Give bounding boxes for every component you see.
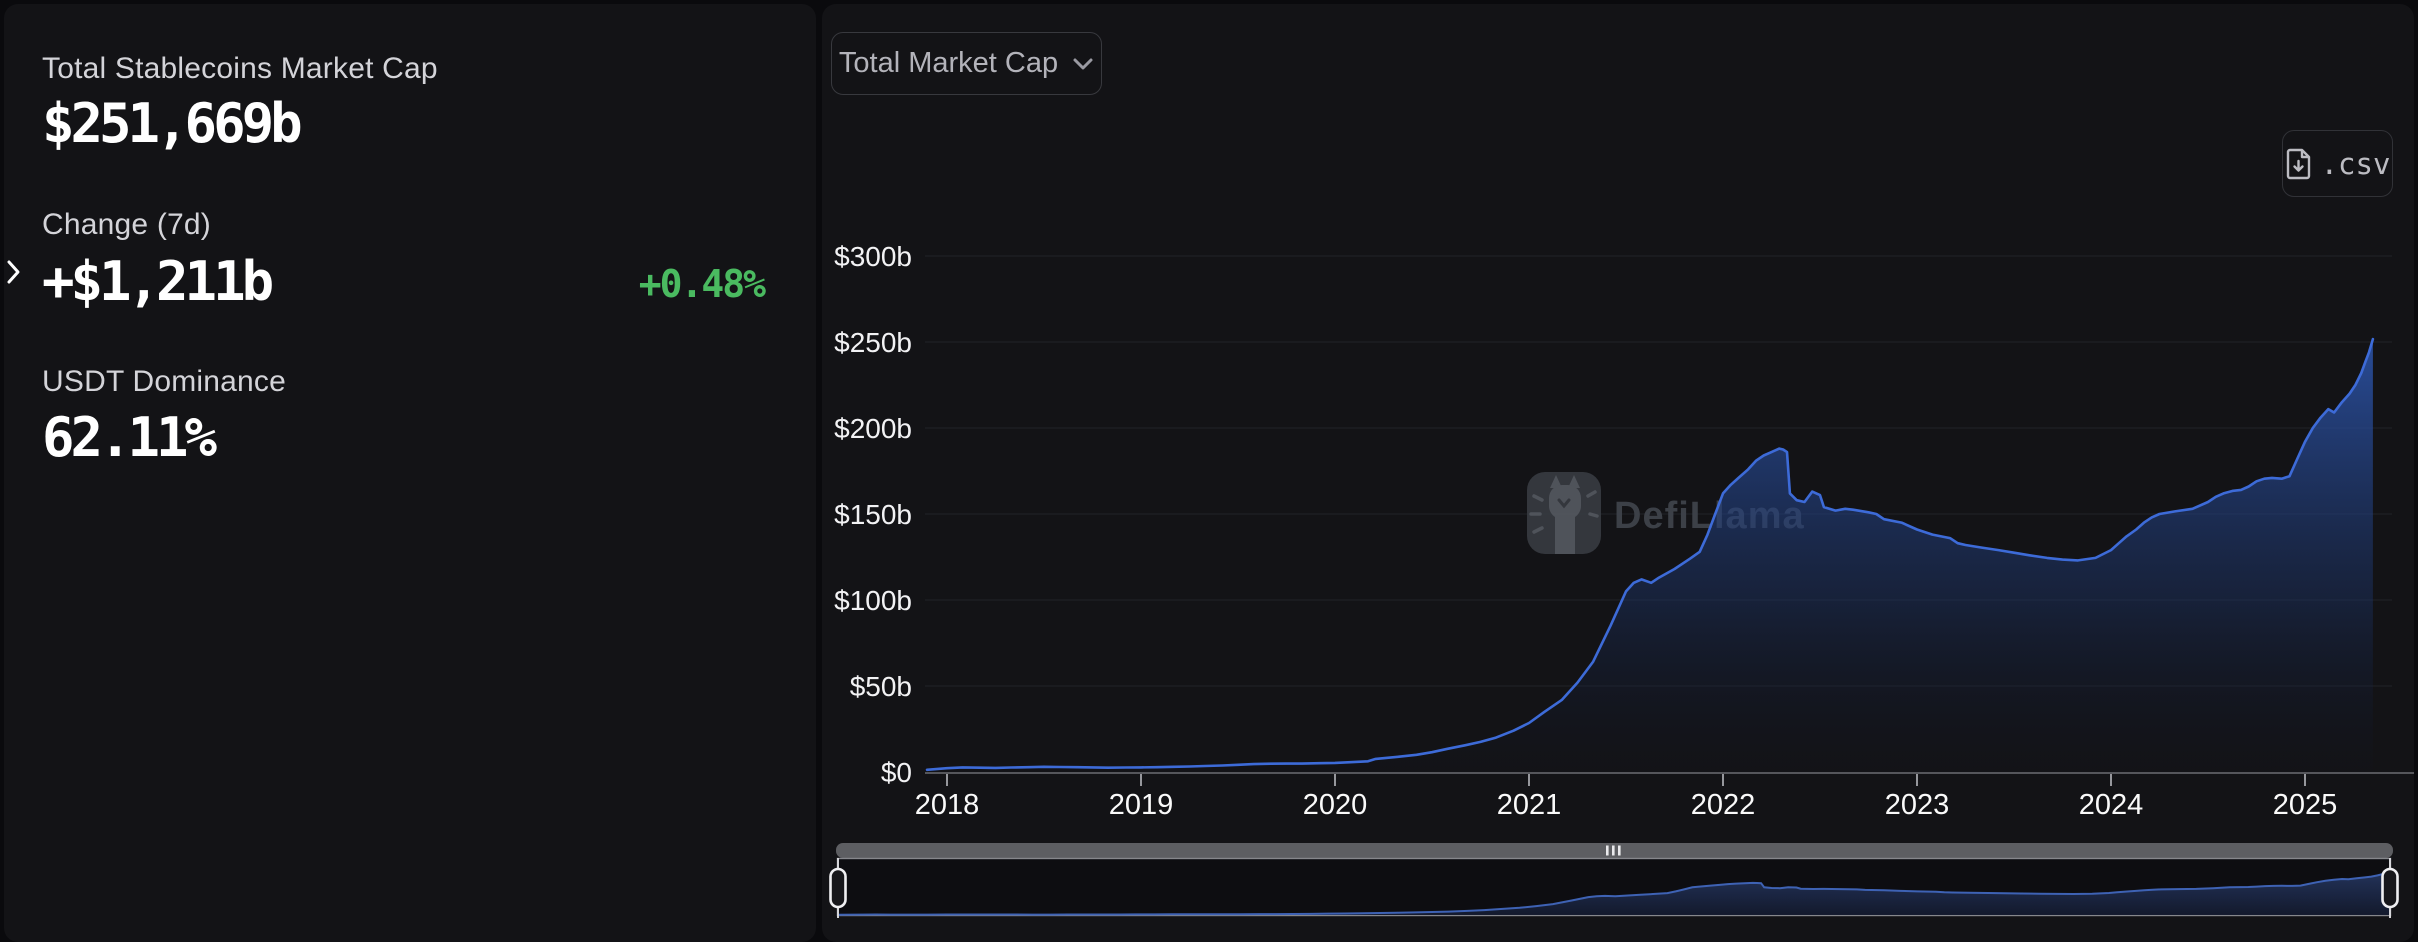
market-cap-value: $251,669b <box>42 92 303 155</box>
change-7d-percent: +0.48% <box>638 262 766 306</box>
x-axis-tick-label: 2018 <box>915 789 980 821</box>
market-cap-label: Total Stablecoins Market Cap <box>42 52 438 85</box>
download-csv-button[interactable]: .csv <box>2282 130 2393 197</box>
y-axis-tick-label: $200b <box>834 413 912 444</box>
market-cap-chart[interactable]: DefiLlama $0$50b$100b$150b$200b$250b$300… <box>822 4 2414 942</box>
brush-left-handle[interactable] <box>829 858 847 918</box>
brush-minimap-series <box>837 871 2391 916</box>
defillama-logo-icon <box>1527 472 1601 554</box>
y-axis-tick-label: $300b <box>834 241 912 272</box>
chevron-down-icon <box>1072 57 1094 71</box>
expand-sidebar-chevron-icon[interactable] <box>6 258 22 286</box>
y-axis-tick-label: $0 <box>881 757 912 788</box>
x-axis-tick-label: 2024 <box>2079 789 2144 821</box>
csv-button-label: .csv <box>2320 146 2391 181</box>
brush-right-handle[interactable] <box>2381 858 2399 918</box>
brush-grip-icon[interactable] <box>1606 845 1621 856</box>
brush-minimap-area <box>838 872 2390 915</box>
metric-dropdown-label: Total Market Cap <box>838 47 1059 79</box>
market-cap-line <box>925 337 2375 772</box>
file-download-icon <box>2285 148 2313 180</box>
datazoom-brush[interactable] <box>829 843 2399 918</box>
y-axis-tick-label: $250b <box>834 327 912 358</box>
x-axis-tick-label: 2025 <box>2273 789 2338 821</box>
metric-dropdown[interactable]: Total Market Cap <box>831 32 1102 95</box>
market-cap-series[interactable] <box>925 337 2375 772</box>
chart-panel: Total Market Cap .csv <box>822 4 2414 942</box>
change-7d-label: Change (7d) <box>42 208 211 241</box>
y-axis-tick-label: $50b <box>850 671 912 702</box>
brush-minimap-line <box>837 871 2391 916</box>
market-cap-area[interactable] <box>927 339 2373 772</box>
y-axis-tick-label: $100b <box>834 585 912 616</box>
x-axis-tick-label: 2021 <box>1497 789 1562 821</box>
x-axis-tick-label: 2023 <box>1885 789 1950 821</box>
stats-panel: Total Stablecoins Market Cap $251,669b C… <box>4 4 816 942</box>
change-7d-value: +$1,211b <box>42 250 274 313</box>
x-axis-tick-label: 2020 <box>1303 789 1368 821</box>
x-axis-tick-label: 2022 <box>1691 789 1756 821</box>
x-axis-tick-label: 2019 <box>1109 789 1174 821</box>
usdt-dominance-label: USDT Dominance <box>42 365 287 398</box>
chart-axes: $0 $50b $100b $150b $200b $250b $300b 2018 2019 2… <box>834 241 2414 821</box>
y-axis-tick-label: $150b <box>834 499 912 530</box>
usdt-dominance-value: 62.11% <box>42 406 217 469</box>
